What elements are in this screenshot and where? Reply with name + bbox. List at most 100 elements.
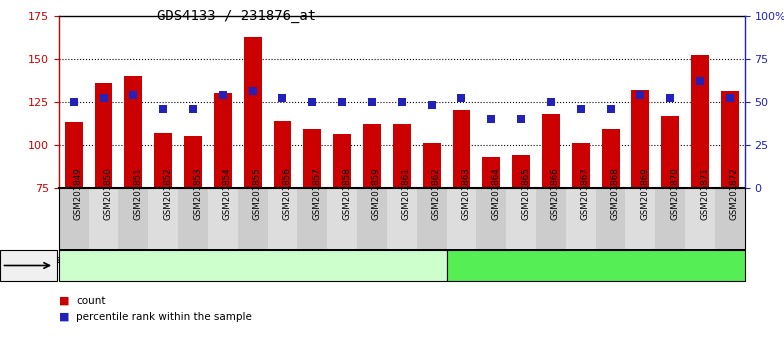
Bar — [274, 121, 292, 188]
Bar — [118, 188, 148, 250]
Point — [426, 102, 438, 108]
Point — [395, 99, 408, 105]
Bar — [655, 188, 685, 250]
Point — [97, 96, 110, 101]
Bar — [566, 188, 596, 250]
Text: GSM201861: GSM201861 — [401, 167, 411, 220]
Point — [306, 99, 318, 105]
Bar — [685, 188, 715, 250]
Text: GSM201863: GSM201863 — [462, 167, 470, 220]
Bar — [59, 188, 745, 250]
Bar — [89, 188, 118, 250]
Bar — [477, 188, 506, 250]
Text: GSM201856: GSM201856 — [282, 167, 292, 220]
Bar — [59, 250, 447, 281]
Bar — [303, 129, 321, 188]
Point — [127, 92, 140, 98]
Bar — [542, 114, 560, 188]
Point — [276, 96, 289, 101]
Bar — [536, 188, 566, 250]
Bar — [601, 129, 619, 188]
Text: GSM201866: GSM201866 — [551, 167, 560, 220]
Bar — [423, 143, 441, 188]
Point — [694, 78, 706, 84]
Text: GSM201851: GSM201851 — [133, 167, 143, 220]
Text: GSM201867: GSM201867 — [581, 167, 590, 220]
Bar — [125, 76, 143, 188]
Bar — [297, 188, 327, 250]
Bar — [596, 188, 626, 250]
Bar — [393, 124, 411, 188]
Text: GSM201849: GSM201849 — [74, 168, 83, 220]
Text: ■: ■ — [59, 312, 69, 322]
Point — [634, 92, 647, 98]
Text: obese healthy controls: obese healthy controls — [186, 259, 320, 272]
Point — [515, 116, 528, 122]
Bar — [631, 90, 649, 188]
Bar — [178, 188, 208, 250]
Text: ■: ■ — [59, 296, 69, 306]
Bar — [482, 157, 500, 188]
Point — [187, 106, 199, 112]
Text: GDS4133 / 231876_at: GDS4133 / 231876_at — [157, 9, 316, 23]
Bar — [417, 188, 447, 250]
Text: disease state: disease state — [4, 255, 74, 265]
Bar — [363, 124, 381, 188]
Text: GSM201850: GSM201850 — [103, 167, 113, 220]
Text: GSM201864: GSM201864 — [492, 167, 500, 220]
Text: GSM201855: GSM201855 — [252, 167, 262, 220]
Bar — [59, 249, 745, 251]
Bar — [244, 36, 262, 188]
Point — [246, 88, 259, 94]
Point — [456, 96, 468, 101]
Point — [67, 99, 80, 105]
Point — [545, 99, 557, 105]
Point — [664, 96, 677, 101]
Text: GSM201872: GSM201872 — [730, 167, 739, 220]
Bar — [59, 188, 89, 250]
Bar — [0, 250, 57, 281]
Point — [575, 106, 587, 112]
Point — [365, 99, 378, 105]
Text: GSM201870: GSM201870 — [670, 167, 679, 220]
Text: GSM201854: GSM201854 — [223, 167, 232, 220]
Bar — [154, 133, 172, 188]
Text: GSM201869: GSM201869 — [641, 168, 649, 220]
Text: GSM201868: GSM201868 — [611, 167, 619, 220]
Bar — [661, 115, 679, 188]
Bar — [327, 188, 357, 250]
Bar — [721, 91, 739, 188]
Point — [724, 96, 736, 101]
Bar — [447, 250, 745, 281]
Text: count: count — [76, 296, 106, 306]
Text: GSM201859: GSM201859 — [372, 168, 381, 220]
Bar — [208, 188, 238, 250]
Bar — [214, 93, 232, 188]
Bar — [65, 122, 82, 188]
Bar — [447, 188, 477, 250]
Point — [216, 92, 229, 98]
Bar — [506, 188, 536, 250]
Bar — [572, 143, 590, 188]
Bar — [333, 135, 351, 188]
Bar — [715, 188, 745, 250]
Text: GSM201858: GSM201858 — [342, 167, 351, 220]
Bar — [512, 155, 530, 188]
Bar — [452, 110, 470, 188]
Bar — [626, 188, 655, 250]
Text: percentile rank within the sample: percentile rank within the sample — [76, 312, 252, 322]
Text: GSM201865: GSM201865 — [521, 167, 530, 220]
Point — [157, 106, 169, 112]
Point — [604, 106, 617, 112]
Text: GSM201862: GSM201862 — [432, 167, 441, 220]
Text: GSM201871: GSM201871 — [700, 167, 709, 220]
Bar — [357, 188, 387, 250]
Text: GSM201852: GSM201852 — [163, 167, 172, 220]
Text: GSM201857: GSM201857 — [312, 167, 321, 220]
Text: polycystic ovary syndrome: polycystic ovary syndrome — [517, 259, 675, 272]
Bar — [387, 188, 417, 250]
Bar — [95, 83, 112, 188]
Point — [485, 116, 498, 122]
Bar — [267, 188, 297, 250]
Bar — [148, 188, 178, 250]
